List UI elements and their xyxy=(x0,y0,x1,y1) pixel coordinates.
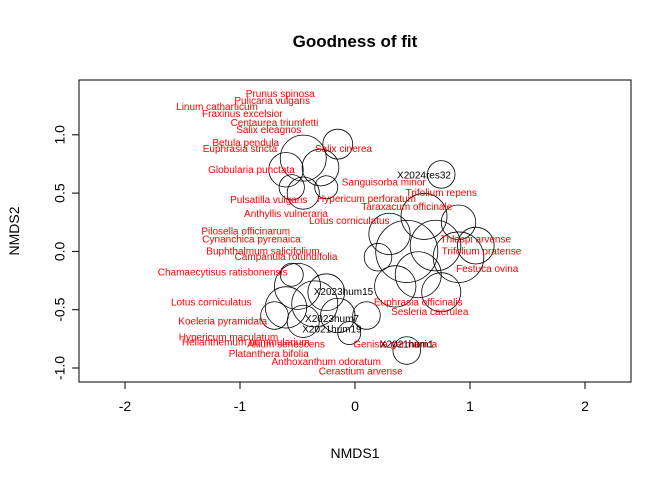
species-label: Trifolium pratense xyxy=(442,246,522,257)
species-label: Sesleria caerulea xyxy=(391,307,469,318)
species-label: Lotus corniculatus xyxy=(309,216,390,227)
y-tick-label: -1.0 xyxy=(52,356,68,380)
y-tick-label: 1.0 xyxy=(52,125,68,145)
fit-circle xyxy=(307,273,346,312)
species-label: Globularia punctata xyxy=(208,165,295,176)
species-label: Allium senescens xyxy=(247,340,325,351)
x-tick-label: 0 xyxy=(351,398,359,414)
plot-frame xyxy=(78,79,632,383)
species-label: Cynanchica pyrenaica xyxy=(202,235,301,246)
species-label: Anthyllis vulneraria xyxy=(244,209,328,220)
fit-circle xyxy=(279,262,304,287)
fit-circle xyxy=(286,176,320,210)
site-label: X2023hum7 xyxy=(305,314,359,325)
fit-circle xyxy=(363,243,393,272)
fit-circle xyxy=(314,175,339,200)
species-label: Cerastium arvense xyxy=(319,367,403,378)
y-tick-label: 0.0 xyxy=(52,241,68,261)
species-label: Buphthalmum salicifolium xyxy=(206,246,319,257)
x-tick-label: -1 xyxy=(234,398,247,414)
species-label: Platanthera bifolia xyxy=(229,349,309,360)
x-tick-label: 2 xyxy=(581,398,589,414)
fit-circles xyxy=(260,128,495,365)
species-label: Fraxinus excelsior xyxy=(202,109,283,120)
fit-circle xyxy=(394,251,442,299)
fit-circle xyxy=(368,212,411,256)
site-label: X2021hum1 xyxy=(380,340,434,351)
species-label: Lotus corniculatus xyxy=(171,298,252,309)
species-label: Campanula rotundifolia xyxy=(235,252,338,263)
fit-circle xyxy=(337,321,362,345)
species-label: Salix cinerea xyxy=(315,144,373,155)
site-label: X2021hum19 xyxy=(302,325,362,336)
species-label: Anthoxanthum odoratum xyxy=(271,357,381,368)
species-label: Chamaecytisus ratisbonensis xyxy=(158,267,288,278)
species-label: Trifolium repens xyxy=(406,188,477,199)
fit-circle xyxy=(400,193,448,240)
species-label: Thlaspi arvense xyxy=(440,235,511,246)
species-label: Festuca ovina xyxy=(456,264,519,275)
species-label: Sanguisorba minor xyxy=(342,178,427,189)
y-axis: -1.0 -0.5 0.0 0.5 1.0 xyxy=(52,125,80,380)
fit-circle xyxy=(291,280,339,328)
fit-circle xyxy=(427,160,456,189)
species-label: Taraxacum officinale xyxy=(361,202,452,213)
species-label: Prunus spinosa xyxy=(246,89,315,100)
fit-circle xyxy=(374,265,417,308)
fit-circle xyxy=(264,286,308,329)
species-label: Salix eleagnos xyxy=(236,125,301,136)
chart-title: Goodness of fit xyxy=(293,32,418,51)
fit-circle xyxy=(409,219,462,272)
fit-circle xyxy=(352,301,381,330)
species-label: Koeleria pyramidata xyxy=(178,316,267,327)
site-label: X2024res32 xyxy=(397,171,451,182)
x-axis-label: NMDS1 xyxy=(330,445,379,461)
fit-circle xyxy=(421,272,462,313)
fit-circle xyxy=(322,128,354,160)
y-tick-label: -0.5 xyxy=(52,297,68,321)
species-label: Euphrasia stricta xyxy=(203,144,278,155)
species-label: Pilosella officinarum xyxy=(201,227,290,238)
species-label: Linum catharticum xyxy=(176,102,258,113)
y-tick-label: 0.5 xyxy=(52,183,68,203)
fit-circle xyxy=(268,152,304,188)
x-axis: -2 -1 0 1 2 xyxy=(119,381,589,414)
species-label: Centaurea triumfetti xyxy=(231,118,319,129)
fit-circle xyxy=(456,226,495,265)
x-tick-label: -2 xyxy=(119,398,132,414)
fit-circle xyxy=(301,148,340,187)
fit-circle xyxy=(375,219,439,283)
species-label: Hypericum perforatum xyxy=(317,194,416,205)
species-label: Pulicaria vulgaris xyxy=(234,96,310,107)
species-label: Betula pendula xyxy=(212,138,279,149)
fit-circle xyxy=(274,262,321,310)
fit-circle xyxy=(392,336,421,365)
species-label: Genista germanica xyxy=(353,340,437,351)
site-label: X2023hum15 xyxy=(314,287,374,298)
fit-circle xyxy=(260,301,289,330)
x-tick-label: 1 xyxy=(466,398,474,414)
y-axis-label: NMDS2 xyxy=(6,206,22,255)
species-label: Euphrasia officinalis xyxy=(374,298,463,309)
species-label: Pulsatilla vulgaris xyxy=(230,195,307,206)
fit-circle xyxy=(440,204,477,240)
fit-circle xyxy=(278,174,305,201)
species-label: Hypericum maculatum xyxy=(179,333,278,344)
species-label: Helianthemum nummularium xyxy=(182,337,310,348)
